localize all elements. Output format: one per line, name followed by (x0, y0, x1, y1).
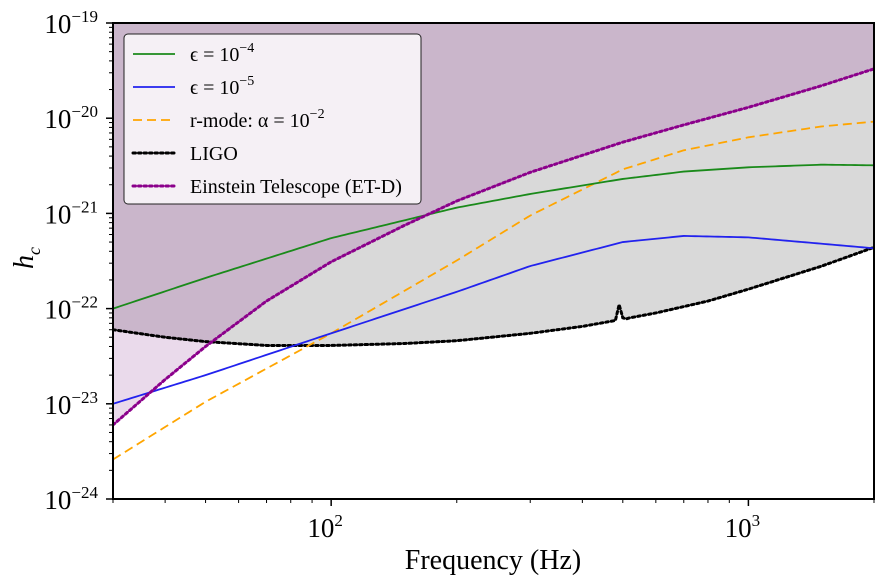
x-tick-label: 102 (307, 511, 343, 543)
legend-label-ligo: LIGO (190, 143, 238, 165)
legend-label-rmode: r-mode: α = 10−2 (190, 107, 325, 132)
above-ligo-region (113, 68, 874, 346)
x-axis-title: Frequency (Hz) (405, 545, 581, 576)
legend-label-eps4: ϵ = 10−4 (190, 41, 254, 66)
y-tick-label: 10−20 (44, 102, 98, 134)
legend-label-eps5: ϵ = 10−5 (190, 74, 254, 99)
legend: ϵ = 10−4 ϵ = 10−5 r-mode: α = 10−2 LIGO Eins… (123, 33, 422, 205)
y-tick-label: 10−19 (44, 7, 98, 39)
legend-label-et: Einstein Telescope (ET-D) (190, 176, 402, 198)
plot-frame (112, 22, 875, 500)
series-line-eps4 (113, 163, 874, 310)
y-tick-label: 10−24 (44, 483, 98, 515)
y-tick-label: 10−21 (44, 197, 98, 229)
y-tick-label: 10−22 (44, 293, 98, 325)
y-axis-title: hc (9, 247, 44, 269)
series-line-rmode (113, 120, 874, 461)
series-line-eps5 (113, 235, 874, 405)
series-line-et (113, 67, 874, 427)
legend-box (123, 33, 422, 205)
y-tick-label: 10−23 (44, 388, 98, 420)
x-tick-label: 103 (725, 511, 761, 543)
series-line-ligo (113, 245, 874, 347)
